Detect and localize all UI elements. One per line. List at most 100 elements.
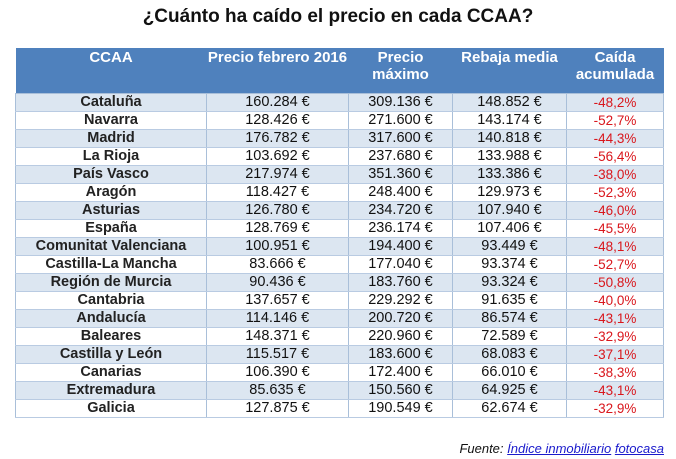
price-feb-2016-cell: 90.436 €	[206, 273, 349, 292]
region-cell: Castilla y León	[15, 345, 207, 364]
table-header-row: CCAA Precio febrero 2016 Precio máximo Reba…	[15, 48, 664, 94]
avg-discount-cell: 107.406 €	[452, 219, 567, 238]
region-cell: Cataluña	[15, 93, 207, 112]
max-price-cell: 150.560 €	[348, 381, 453, 400]
table-row: Andalucía 114.146 €200.720 €86.574 € -43,1…	[15, 309, 664, 328]
table-row: País Vasco 217.974 €351.360 €133.386 € -38…	[15, 165, 664, 184]
cumulative-drop-cell: -50,8%	[566, 273, 664, 292]
region-cell: Cantabria	[15, 291, 207, 310]
avg-discount-cell: 86.574 €	[452, 309, 567, 328]
price-drop-table: CCAA Precio febrero 2016 Precio máximo Reba…	[15, 48, 664, 418]
region-cell: Andalucía	[15, 309, 207, 328]
avg-discount-cell: 133.386 €	[452, 165, 567, 184]
table-row: Canarias 106.390 €172.400 €66.010 € -38,3%	[15, 363, 664, 382]
table-row: Baleares 148.371 €220.960 €72.589 € -32,9%	[15, 327, 664, 346]
price-feb-2016-cell: 127.875 €	[206, 399, 349, 418]
table-row: Comunitat Valenciana 100.951 €194.400 €93…	[15, 237, 664, 256]
region-cell: Asturias	[15, 201, 207, 220]
region-cell: Baleares	[15, 327, 207, 346]
price-feb-2016-cell: 100.951 €	[206, 237, 349, 256]
price-feb-2016-cell: 176.782 €	[206, 129, 349, 148]
price-feb-2016-cell: 85.635 €	[206, 381, 349, 400]
avg-discount-cell: 129.973 €	[452, 183, 567, 202]
max-price-cell: 317.600 €	[348, 129, 453, 148]
max-price-cell: 351.360 €	[348, 165, 453, 184]
avg-discount-cell: 148.852 €	[452, 93, 567, 112]
cumulative-drop-cell: -38,0%	[566, 165, 664, 184]
table-row: Castilla-La Mancha 83.666 €177.040 €93.37…	[15, 255, 664, 274]
avg-discount-cell: 93.374 €	[452, 255, 567, 274]
avg-discount-cell: 140.818 €	[452, 129, 567, 148]
avg-discount-cell: 64.925 €	[452, 381, 567, 400]
table-row: Castilla y León 115.517 €183.600 €68.083 …	[15, 345, 664, 364]
table-row: Madrid 176.782 €317.600 €140.818 € -44,3%	[15, 129, 664, 148]
source-note: Fuente: Índice inmobiliario fotocasa	[459, 441, 664, 457]
page-title: ¿Cuánto ha caído el precio en cada CCAA?	[142, 6, 534, 27]
max-price-cell: 190.549 €	[348, 399, 453, 418]
source-link-fotocasa[interactable]: fotocasa	[614, 441, 664, 456]
column-header: CCAA	[15, 48, 207, 94]
cumulative-drop-cell: -52,7%	[566, 111, 664, 130]
cumulative-drop-cell: -48,1%	[566, 237, 664, 256]
price-feb-2016-cell: 118.427 €	[206, 183, 349, 202]
cumulative-drop-cell: -32,9%	[566, 399, 664, 418]
price-feb-2016-cell: 103.692 €	[206, 147, 349, 166]
cumulative-drop-cell: -37,1%	[566, 345, 664, 364]
avg-discount-cell: 72.589 €	[452, 327, 567, 346]
region-cell: Navarra	[15, 111, 207, 130]
table-row: La Rioja 103.692 €237.680 €133.988 € -56,4…	[15, 147, 664, 166]
column-header: Caída acumulada	[566, 48, 664, 94]
avg-discount-cell: 68.083 €	[452, 345, 567, 364]
table-row: Aragón 118.427 €248.400 €129.973 € -52,3%	[15, 183, 664, 202]
table-row: Asturias 126.780 €234.720 €107.940 € -46,0…	[15, 201, 664, 220]
price-feb-2016-cell: 83.666 €	[206, 255, 349, 274]
max-price-cell: 237.680 €	[348, 147, 453, 166]
region-cell: La Rioja	[15, 147, 207, 166]
max-price-cell: 183.760 €	[348, 273, 453, 292]
region-cell: Canarias	[15, 363, 207, 382]
cumulative-drop-cell: -45,5%	[566, 219, 664, 238]
column-header: Precio máximo	[348, 48, 453, 94]
price-feb-2016-cell: 114.146 €	[206, 309, 349, 328]
max-price-cell: 177.040 €	[348, 255, 453, 274]
region-cell: Castilla-La Mancha	[15, 255, 207, 274]
cumulative-drop-cell: -48,2%	[566, 93, 664, 112]
region-cell: Galicia	[15, 399, 207, 418]
max-price-cell: 194.400 €	[348, 237, 453, 256]
max-price-cell: 271.600 €	[348, 111, 453, 130]
cumulative-drop-cell: -43,1%	[566, 309, 664, 328]
avg-discount-cell: 66.010 €	[452, 363, 567, 382]
max-price-cell: 220.960 €	[348, 327, 453, 346]
price-feb-2016-cell: 137.657 €	[206, 291, 349, 310]
region-cell: Madrid	[15, 129, 207, 148]
region-cell: Comunitat Valenciana	[15, 237, 207, 256]
price-feb-2016-cell: 115.517 €	[206, 345, 349, 364]
price-feb-2016-cell: 106.390 €	[206, 363, 349, 382]
region-cell: Región de Murcia	[15, 273, 207, 292]
source-label: Fuente:	[459, 441, 504, 456]
source-link-indice[interactable]: Índice inmobiliario	[507, 441, 612, 456]
price-feb-2016-cell: 148.371 €	[206, 327, 349, 346]
cumulative-drop-cell: -56,4%	[566, 147, 664, 166]
max-price-cell: 236.174 €	[348, 219, 453, 238]
cumulative-drop-cell: -32,9%	[566, 327, 664, 346]
table-row: Cataluña 160.284 €309.136 €148.852 € -48,2…	[15, 93, 664, 112]
price-feb-2016-cell: 128.426 €	[206, 111, 349, 130]
avg-discount-cell: 62.674 €	[452, 399, 567, 418]
table-row: Navarra 128.426 €271.600 €143.174 € -52,7%	[15, 111, 664, 130]
cumulative-drop-cell: -43,1%	[566, 381, 664, 400]
price-feb-2016-cell: 160.284 €	[206, 93, 349, 112]
price-feb-2016-cell: 128.769 €	[206, 219, 349, 238]
avg-discount-cell: 93.449 €	[452, 237, 567, 256]
max-price-cell: 183.600 €	[348, 345, 453, 364]
table-row: Extremadura 85.635 €150.560 €64.925 € -43,…	[15, 381, 664, 400]
price-feb-2016-cell: 126.780 €	[206, 201, 349, 220]
max-price-cell: 248.400 €	[348, 183, 453, 202]
max-price-cell: 309.136 €	[348, 93, 453, 112]
max-price-cell: 200.720 €	[348, 309, 453, 328]
region-cell: Extremadura	[15, 381, 207, 400]
region-cell: Aragón	[15, 183, 207, 202]
avg-discount-cell: 143.174 €	[452, 111, 567, 130]
max-price-cell: 234.720 €	[348, 201, 453, 220]
cumulative-drop-cell: -38,3%	[566, 363, 664, 382]
